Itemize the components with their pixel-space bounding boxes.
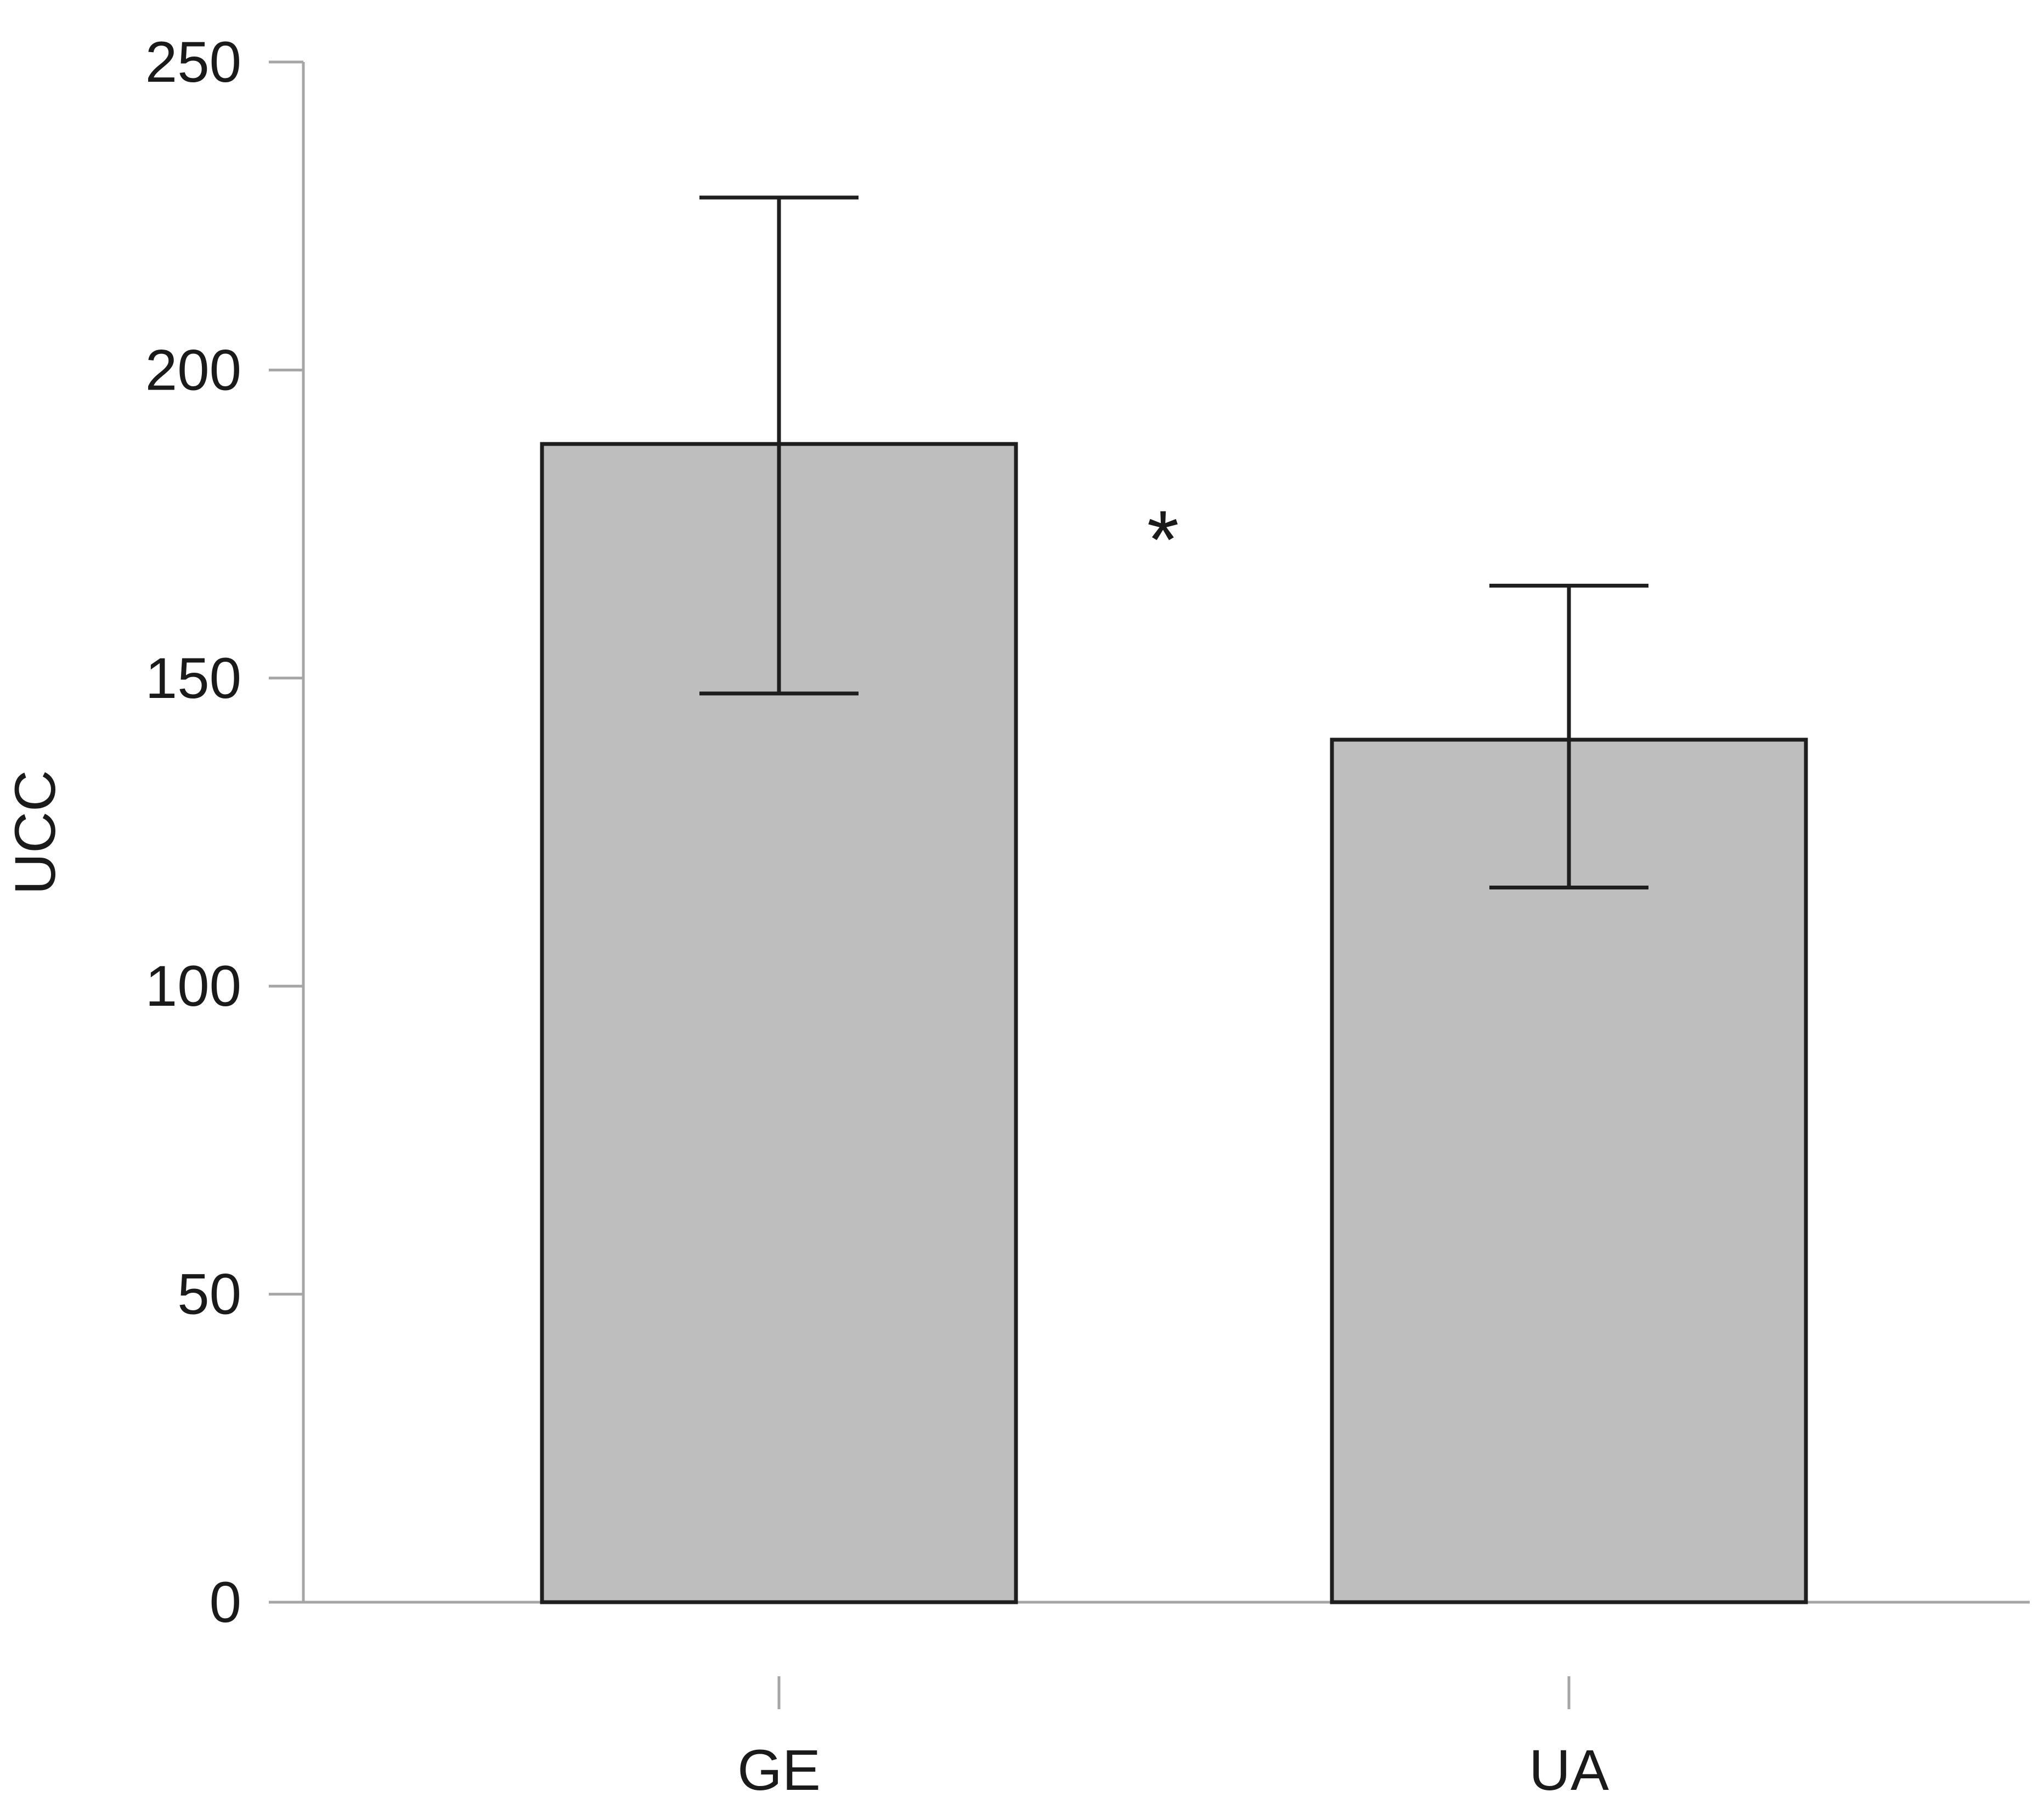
- error-bar-ge: [699, 195, 859, 696]
- y-tick-label: 0: [210, 1570, 241, 1635]
- y-tick-label: 50: [177, 1263, 241, 1327]
- y-axis-title: UCC: [3, 770, 67, 894]
- bars: [540, 442, 1808, 1604]
- y-tick-label: 150: [145, 646, 241, 711]
- x-tick-label-ua: UA: [1529, 1738, 1609, 1802]
- x-tick-label-ge: GE: [737, 1738, 821, 1802]
- y-tick-label: 100: [145, 954, 241, 1018]
- x-tick-labels: GE UA: [737, 1738, 1609, 1802]
- error-bars: [699, 195, 1648, 890]
- y-tick-label: 250: [145, 30, 241, 94]
- error-bar-ua: [1489, 583, 1648, 890]
- y-tick-labels: 0 50 100 150 200 250: [145, 30, 241, 1635]
- y-tick-label: 200: [145, 338, 241, 402]
- significance-asterisk: *: [1147, 493, 1179, 585]
